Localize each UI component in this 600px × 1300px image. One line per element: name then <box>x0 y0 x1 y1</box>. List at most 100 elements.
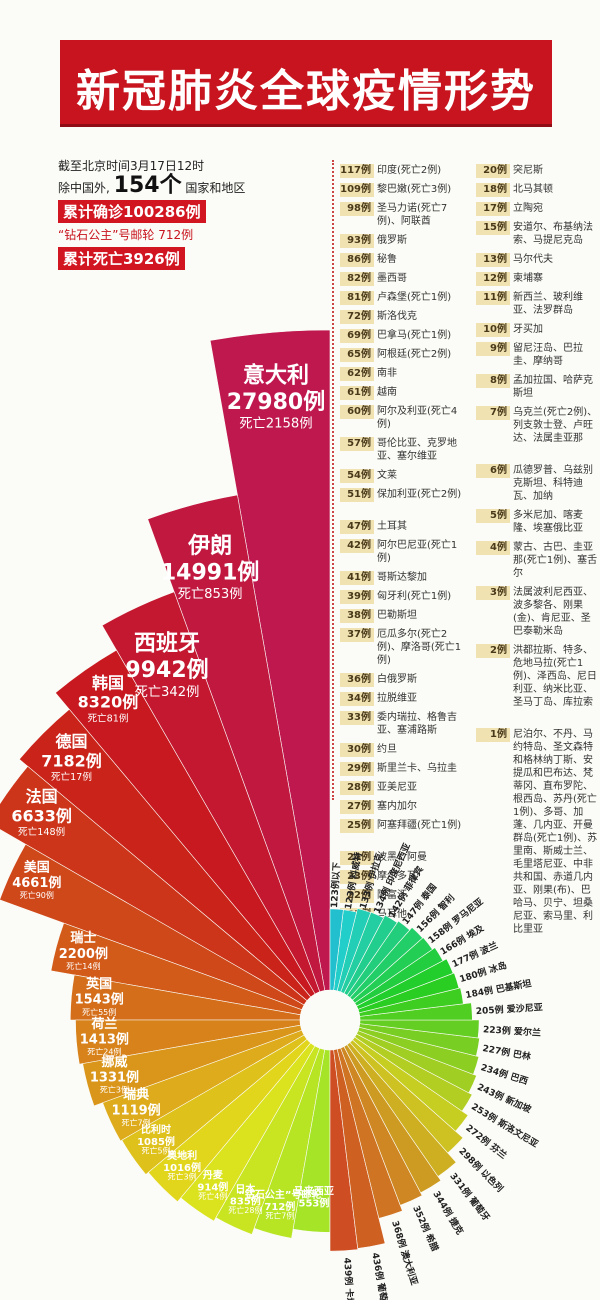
count-badge: 37例 <box>340 628 374 642</box>
death-count: 死亡342例 <box>135 684 200 700</box>
count-badge: 41例 <box>340 571 374 585</box>
list-item: 61例 越南 <box>340 386 466 400</box>
count-badge: 29例 <box>340 762 374 776</box>
death-count: 死亡7例 <box>122 1117 151 1127</box>
count-badge: 15例 <box>476 221 510 235</box>
list-item: 8例 孟加拉国、哈萨克斯坦 <box>476 374 600 400</box>
count-badge: 6例 <box>476 464 510 478</box>
country-name: 德国 <box>55 732 87 751</box>
list-item: 33例 委内瑞拉、格鲁吉亚、塞浦路斯 <box>340 711 466 737</box>
death-count: 死亡28例 <box>228 1205 262 1215</box>
country-names: 立陶宛 <box>513 203 543 214</box>
country-name: 英国 <box>85 976 112 992</box>
country-names: 墨西哥 <box>377 273 407 284</box>
case-count: 27980例 <box>227 390 326 415</box>
country-names: 约旦 <box>377 744 397 755</box>
case-count: 6633例 <box>11 806 72 825</box>
stats-deaths: 累计死亡3926例 <box>58 247 185 270</box>
count-badge: 11例 <box>476 291 510 305</box>
country-names: 阿根廷(死亡2例) <box>377 349 452 360</box>
country-names: 秘鲁 <box>377 254 397 265</box>
country-names: 安道尔、布基纳法索、马提尼克岛 <box>513 222 593 246</box>
country-names: 土耳其 <box>377 521 407 532</box>
list-item: 12例 柬埔寨 <box>476 272 600 286</box>
list-item: 54例 文莱 <box>340 469 466 483</box>
list-item: 9例 留尼汪岛、巴拉圭、摩纳哥 <box>476 342 600 368</box>
country-names: 瓜德罗普、乌兹别克斯坦、科特迪瓦、加纳 <box>513 465 593 502</box>
country-names: 牙买加 <box>513 324 543 335</box>
country-name: 日本 <box>235 1182 256 1195</box>
country-names: 印度(死亡2例) <box>377 165 442 176</box>
country-names: 马耳他 <box>377 909 407 920</box>
count-badge: 61例 <box>340 386 374 400</box>
small-country-label: 344例 捷克 <box>430 1189 466 1237</box>
small-country-label: 227例 巴林 <box>482 1042 533 1063</box>
small-country-label: 223例 爱尔兰 <box>483 1023 542 1038</box>
small-country-label: 436例 葡萄牙 <box>369 1252 391 1300</box>
list-item: 28例 亚美尼亚 <box>340 781 466 795</box>
count-badge: 9例 <box>476 342 510 356</box>
count-badge: 62例 <box>340 367 374 381</box>
list-item: 22例 阿富汗 <box>340 889 466 903</box>
death-count: 死亡7例 <box>265 1211 294 1221</box>
country-names: 哥伦比亚、克罗地亚、塞尔维亚 <box>377 438 457 462</box>
count-badge: 36例 <box>340 673 374 687</box>
count-badge: 2例 <box>476 644 510 658</box>
list-item: 20例 突尼斯 <box>476 164 600 178</box>
case-count: 553例 <box>298 1197 329 1210</box>
case-count: 1119例 <box>112 1102 161 1118</box>
country-names: 孟加拉国、哈萨克斯坦 <box>513 375 593 399</box>
country-names: 尼泊尔、不丹、马约特岛、圣文森特和格林纳丁斯、安提瓜和巴布达、梵蒂冈、直布罗陀、… <box>513 729 598 935</box>
country-name: 意大利 <box>243 363 309 389</box>
case-count: 914例 <box>197 1180 228 1193</box>
count-badge: 54例 <box>340 469 374 483</box>
count-badge: 27例 <box>340 800 374 814</box>
death-count: 死亡2158例 <box>239 416 312 432</box>
case-count: 1085例 <box>137 1135 175 1148</box>
list-item: 15例 安道尔、布基纳法索、马提尼克岛 <box>476 221 600 247</box>
count-badge: 60例 <box>340 405 374 419</box>
country-names: 阿尔巴尼亚(死亡1例) <box>377 540 458 564</box>
list-item: 34例 拉脱维亚 <box>340 692 466 706</box>
country-list: 117例 印度(死亡2例) 109例 黎巴嫩(死亡3例) 98例 圣马力诺(死亡7例)、阿… <box>332 160 600 935</box>
small-country-label: 368例 澳大利亚 <box>389 1219 420 1286</box>
country-name: 荷兰 <box>90 1016 117 1032</box>
count-badge: 98例 <box>340 202 374 216</box>
country-name: 马来西亚 <box>294 1185 334 1198</box>
stats-cruise: “钻石公主”号邮轮 712例 <box>58 228 194 242</box>
list-item: 69例 巴拿马(死亡1例) <box>340 329 466 343</box>
count-badge: 22例 <box>340 889 374 903</box>
country-name: 挪威 <box>101 1054 127 1070</box>
death-count: 死亡3例 <box>100 1085 129 1095</box>
count-badge: 86例 <box>340 253 374 267</box>
count-badge: 51例 <box>340 488 374 502</box>
country-names: 斯里兰卡、乌拉圭 <box>377 763 457 774</box>
small-country-label: 439例 卡塔尔 <box>341 1257 356 1300</box>
case-count: 7182例 <box>41 751 102 770</box>
country-names: 南非 <box>377 368 397 379</box>
stats-countries: 除中国外, 154个 国家和地区 <box>58 175 328 198</box>
stats-prefix: 除中国外, <box>58 181 110 195</box>
list-item: 5例 多米尼加、喀麦隆、埃塞俄比亚 <box>476 509 600 535</box>
death-count: 死亡148例 <box>18 826 65 838</box>
list-item: 30例 约旦 <box>340 743 466 757</box>
list-item: 93例 俄罗斯 <box>340 234 466 248</box>
count-badge: 24例 <box>340 851 374 865</box>
list-item: 27例 塞内加尔 <box>340 800 466 814</box>
stats-confirmed: 累计确诊100286例 <box>58 200 206 223</box>
country-names: 阿塞拜疆(死亡1例) <box>377 820 462 831</box>
country-names: 哥斯达黎加 <box>377 572 427 583</box>
count-badge: 3例 <box>476 586 510 600</box>
count-badge: 4例 <box>476 541 510 555</box>
country-names: 阿富汗 <box>377 890 407 901</box>
death-count: 死亡90例 <box>20 890 54 900</box>
small-country-label: 352例 希腊 <box>410 1204 441 1254</box>
count-badge: 30例 <box>340 743 374 757</box>
death-count: 死亡5例 <box>141 1145 170 1155</box>
list-item: 98例 圣马力诺(死亡7例)、阿联酋 <box>340 202 466 228</box>
country-names: 波黑、阿曼 <box>377 852 427 863</box>
count-badge: 42例 <box>340 539 374 553</box>
center-hole <box>300 990 360 1050</box>
country-names: 保加利亚(死亡2例) <box>377 489 462 500</box>
country-name: 奥地利 <box>167 1149 197 1162</box>
